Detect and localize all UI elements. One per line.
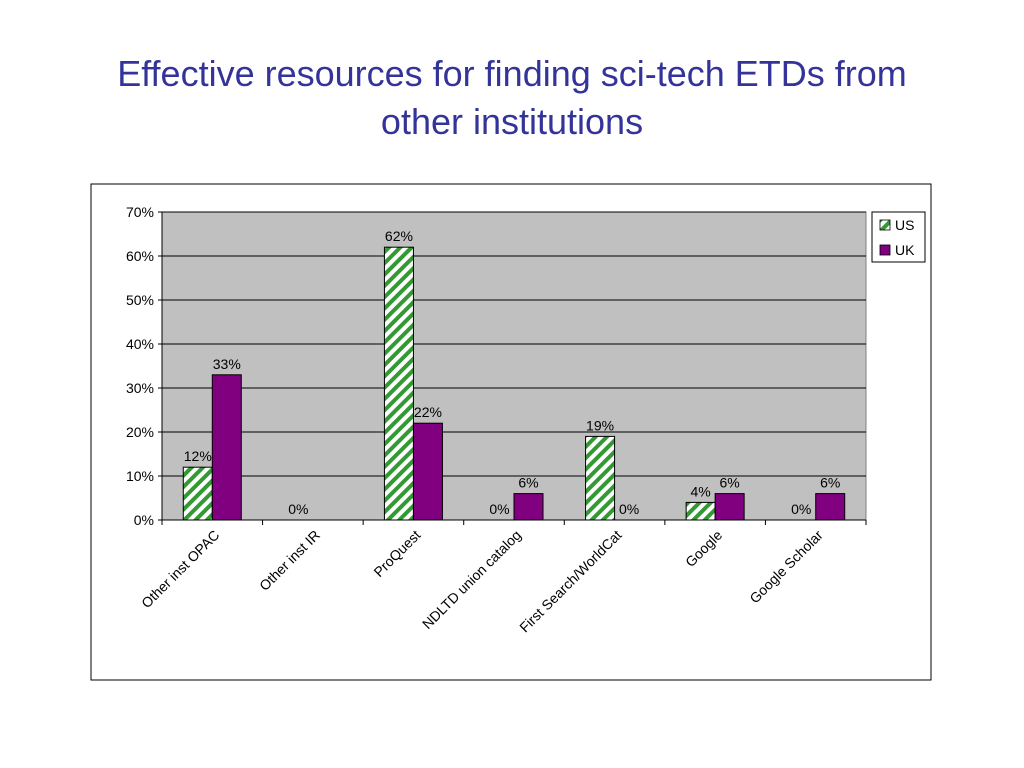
y-tick-label: 50% xyxy=(126,292,154,308)
bar-uk xyxy=(815,493,846,521)
data-label-us: 19% xyxy=(586,417,614,433)
data-label-us: 0% xyxy=(288,501,308,517)
data-label-uk: 6% xyxy=(720,475,740,491)
data-label-uk: 0% xyxy=(619,501,639,517)
y-tick-label: 10% xyxy=(126,468,154,484)
legend-swatch-uk xyxy=(879,244,891,256)
data-label-us: 62% xyxy=(385,228,413,244)
legend-label-uk: UK xyxy=(895,242,915,258)
data-label-uk: 6% xyxy=(820,475,840,491)
y-tick-label: 70% xyxy=(126,204,154,220)
bar-us xyxy=(585,435,616,521)
y-tick-label: 60% xyxy=(126,248,154,264)
y-tick-label: 30% xyxy=(126,380,154,396)
data-label-us: 0% xyxy=(489,501,509,517)
plot-area xyxy=(161,211,867,521)
legend: US UK xyxy=(871,211,926,263)
bar-uk xyxy=(513,493,544,521)
bar-us xyxy=(685,501,716,521)
bar-uk xyxy=(714,493,745,521)
bars xyxy=(182,246,846,521)
x-axis-ticks xyxy=(161,520,867,525)
data-label-uk: 33% xyxy=(213,356,241,372)
y-tick-label: 40% xyxy=(126,336,154,352)
data-label-uk: 22% xyxy=(414,404,442,420)
data-label-us: 4% xyxy=(691,483,711,499)
gridlines xyxy=(162,211,866,477)
bar-uk xyxy=(211,374,242,521)
bar-us xyxy=(383,246,414,521)
data-label-us: 0% xyxy=(791,501,811,517)
data-label-uk: 6% xyxy=(518,475,538,491)
y-axis-ticks: 0% 10% 20% 30% 40% 50% 60% 70% xyxy=(126,204,162,528)
slide-title: Effective resources for finding sci-tech… xyxy=(40,50,984,146)
bar-us xyxy=(182,466,213,521)
legend-swatch-us xyxy=(879,219,891,231)
legend-label-us: US xyxy=(895,217,914,233)
slide-title-line-2: other institutions xyxy=(380,101,644,142)
y-tick-label: 0% xyxy=(134,512,154,528)
data-labels: 12% 33% 0% 62% 22% 0% 6% 19% 0% 4% 6% 0% 6% xyxy=(184,228,841,517)
bar-uk xyxy=(412,422,443,521)
data-label-us: 12% xyxy=(184,448,212,464)
y-tick-label: 20% xyxy=(126,424,154,440)
slide-title-line-1: Effective resources for finding sci-tech… xyxy=(117,53,907,94)
